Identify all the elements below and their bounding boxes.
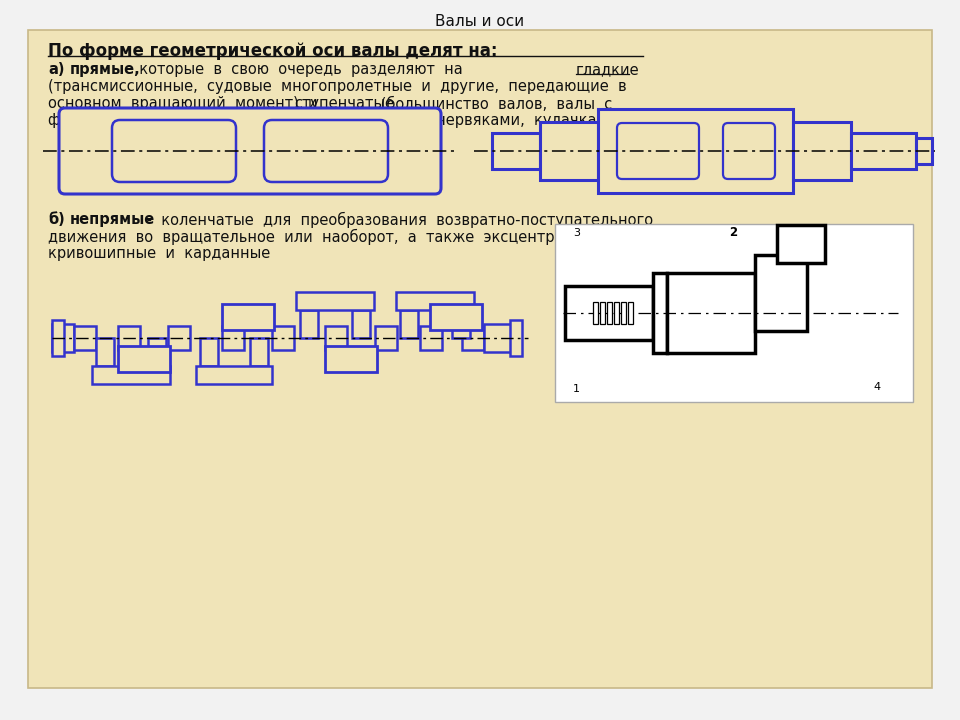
Bar — [851, 133, 916, 169]
Bar — [420, 326, 442, 350]
Bar — [396, 292, 474, 310]
Text: По форме геометрической оси валы делят на:: По форме геометрической оси валы делят н… — [48, 42, 497, 60]
Bar — [200, 338, 218, 366]
Bar — [196, 366, 272, 384]
Bar — [793, 122, 851, 180]
Text: основном  вращающий  момент)  и: основном вращающий момент) и — [48, 96, 318, 111]
Text: движения  во  вращательное  или  наоборот,  а  также  эксцентриковые,: движения во вращательное или наоборот, а… — [48, 229, 615, 245]
FancyBboxPatch shape — [28, 30, 932, 688]
Bar — [430, 304, 482, 330]
Bar — [250, 338, 268, 366]
Bar — [452, 310, 470, 338]
Bar — [540, 122, 598, 180]
FancyBboxPatch shape — [555, 224, 913, 402]
Bar — [300, 310, 318, 338]
Bar — [462, 326, 484, 350]
Bar — [607, 302, 612, 324]
FancyBboxPatch shape — [59, 108, 441, 194]
FancyBboxPatch shape — [264, 120, 388, 182]
Bar — [593, 302, 598, 324]
Bar — [92, 366, 170, 384]
Bar — [325, 326, 347, 350]
Bar — [600, 302, 605, 324]
Bar — [916, 138, 932, 164]
FancyBboxPatch shape — [723, 123, 775, 179]
Bar — [272, 326, 294, 350]
Bar — [148, 338, 166, 366]
Bar — [296, 292, 374, 310]
Bar — [96, 338, 114, 366]
Text: непрямые: непрямые — [70, 212, 156, 227]
Text: 1: 1 — [573, 384, 580, 394]
Text: 4: 4 — [873, 382, 880, 392]
Text: ступенчатые: ступенчатые — [294, 96, 394, 111]
Bar — [484, 324, 514, 352]
Bar — [74, 326, 96, 350]
Text: 3: 3 — [573, 228, 580, 238]
Text: б): б) — [48, 212, 64, 227]
Bar — [598, 109, 793, 193]
Bar — [52, 320, 64, 356]
Bar — [628, 302, 633, 324]
Text: прямые,: прямые, — [70, 62, 141, 77]
Text: кривошипные  и  карданные: кривошипные и карданные — [48, 246, 271, 261]
Text: гладкие: гладкие — [576, 62, 639, 77]
Text: которые  в  свою  очередь  разделяют  на: которые в свою очередь разделяют на — [130, 62, 463, 77]
Bar — [621, 302, 626, 324]
Bar — [653, 273, 667, 353]
Bar — [614, 302, 619, 324]
Bar — [325, 346, 377, 372]
Text: (трансмиссионные,  судовые  многопролетные  и  другие,  передающие  в: (трансмиссионные, судовые многопролетные… — [48, 79, 627, 94]
Bar — [222, 326, 244, 350]
Text: фланцами,  валы  с  нарезанны-ми  шестернями,  червяками,  кулачками).: фланцами, валы с нарезанны-ми шестернями… — [48, 113, 628, 128]
Bar — [492, 133, 540, 169]
Bar — [777, 225, 825, 263]
Bar — [400, 310, 418, 338]
Bar — [755, 255, 807, 331]
Bar — [667, 273, 755, 353]
Bar — [510, 320, 522, 356]
Text: 2: 2 — [729, 226, 737, 239]
FancyBboxPatch shape — [617, 123, 699, 179]
Bar — [565, 286, 653, 340]
Bar — [52, 324, 74, 352]
Text: (большинство  валов,  валы  с: (большинство валов, валы с — [376, 96, 612, 112]
Text: а): а) — [48, 62, 64, 77]
FancyBboxPatch shape — [112, 120, 236, 182]
Text: Валы и оси: Валы и оси — [436, 14, 524, 29]
Bar — [352, 310, 370, 338]
Bar — [222, 304, 274, 330]
Bar — [375, 326, 397, 350]
Bar — [118, 326, 140, 350]
Text: -  коленчатые  для  преобразования  возвратно-поступательного: - коленчатые для преобразования возвратн… — [142, 212, 653, 228]
Bar — [118, 346, 170, 372]
Bar — [168, 326, 190, 350]
